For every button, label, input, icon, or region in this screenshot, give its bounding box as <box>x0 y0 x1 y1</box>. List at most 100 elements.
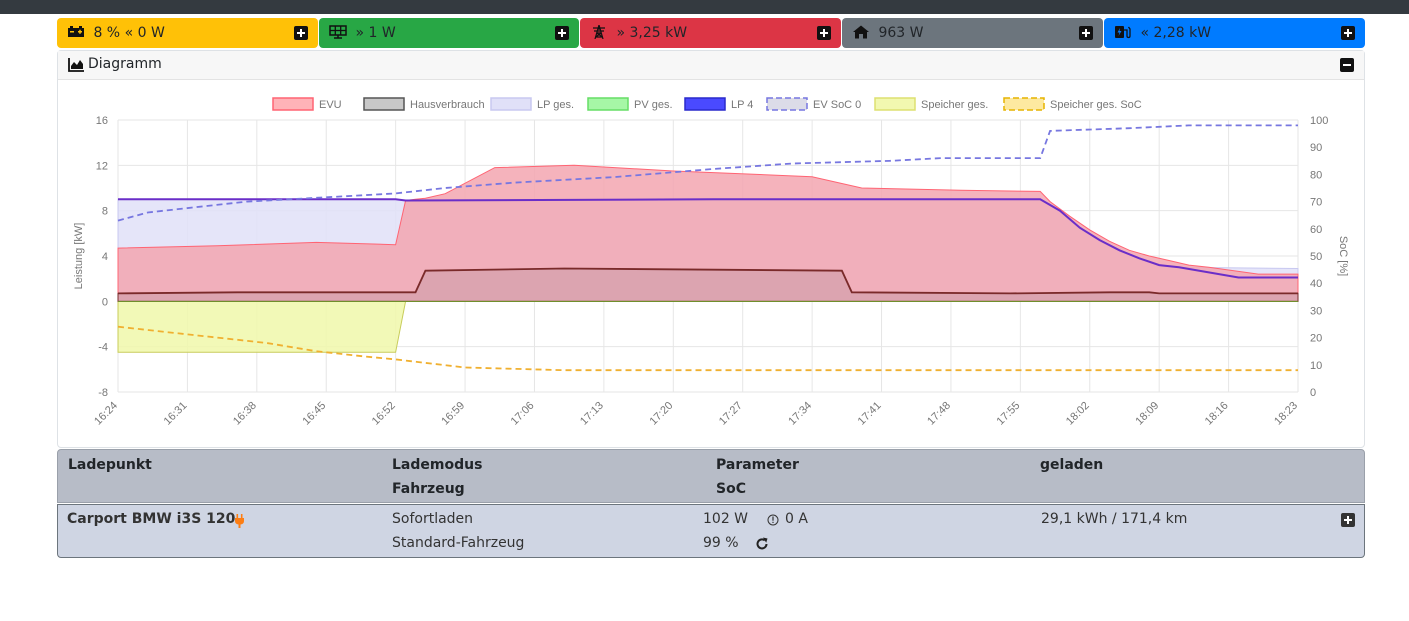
diagram-title: Diagramm <box>88 56 162 72</box>
pv-direction-arrow: » <box>355 25 365 41</box>
expand-plus-icon[interactable] <box>1341 26 1355 40</box>
grid-status-tile[interactable]: » 3,25 kW <box>580 18 841 48</box>
legend-label: PV ges. <box>634 99 673 111</box>
legend-label: Hausverbrauch <box>410 99 485 111</box>
soc-tick-label: 80 <box>1310 169 1322 181</box>
x-tick-label: 17:13 <box>578 400 606 428</box>
top-navbar <box>0 0 1409 14</box>
power-tower-icon <box>593 25 605 39</box>
x-tick-label: 16:52 <box>370 400 398 428</box>
charged-energy: 29,1 kWh / 171,4 km <box>1041 511 1188 527</box>
x-tick-label: 16:24 <box>92 400 120 428</box>
battery-soc: 8 % <box>93 25 121 41</box>
y-tick-label: 0 <box>102 296 108 308</box>
area-chart-icon <box>68 58 84 72</box>
storage-soc-line <box>117 325 1298 372</box>
legend-swatch <box>587 97 629 111</box>
legend-label: Speicher ges. SoC <box>1050 99 1142 111</box>
battery-status-tile[interactable]: 8 % « 0 W <box>57 18 318 48</box>
x-tick-label: 16:31 <box>162 400 190 428</box>
legend-label: EV SoC 0 <box>813 99 861 111</box>
house-line <box>117 267 1298 295</box>
charging-power: 2,28 kW <box>1153 25 1212 41</box>
header-ladepunkt: Ladepunkt <box>68 457 152 473</box>
header-fahrzeug: Fahrzeug <box>392 481 465 497</box>
charge-point-table-header: Ladepunkt Lademodus Fahrzeug Parameter S… <box>57 449 1365 503</box>
x-tick-label: 17:34 <box>786 400 814 428</box>
vehicle-soc: 99 % <box>703 535 739 551</box>
x-tick-label: 16:38 <box>231 400 259 428</box>
x-tick-label: 18:02 <box>1064 400 1092 428</box>
x-tick-label: 18:23 <box>1272 400 1300 428</box>
soc-tick-label: 20 <box>1310 333 1322 345</box>
vehicle-name[interactable]: Standard-Fahrzeug <box>392 535 525 551</box>
plug-icon <box>235 514 244 528</box>
info-circle-icon <box>767 514 779 526</box>
charge-mode[interactable]: Sofortladen <box>392 511 474 527</box>
legend-swatch <box>874 97 916 111</box>
legend-swatch <box>684 97 726 111</box>
charge-point-row[interactable]: Carport BMW i3S 120 Sofortladen Standard… <box>57 504 1365 558</box>
ev-soc-line <box>117 124 1298 222</box>
x-tick-label: 17:55 <box>995 400 1023 428</box>
battery-icon <box>68 26 84 37</box>
diagram-card-header[interactable]: Diagramm <box>58 51 1364 80</box>
soc-tick-label: 30 <box>1310 305 1322 317</box>
x-tick-label: 18:16 <box>1203 400 1231 428</box>
pv-status-tile[interactable]: » 1 W <box>319 18 579 48</box>
x-tick-label: 17:20 <box>647 400 675 428</box>
soc-tick-label: 0 <box>1310 387 1316 399</box>
y-tick-label: 16 <box>96 115 108 127</box>
charge-point-name: Carport BMW i3S 120 <box>67 511 236 527</box>
y-tick-label: -4 <box>98 342 108 354</box>
house-icon <box>853 25 869 39</box>
collapse-minus-icon[interactable] <box>1340 58 1354 72</box>
charging-direction-arrow: « <box>1140 25 1150 41</box>
soc-tick-label: 90 <box>1310 142 1322 154</box>
legend-swatch <box>1003 97 1045 111</box>
charge-current: 0 A <box>785 511 808 527</box>
x-tick-label: 16:45 <box>300 400 328 428</box>
legend-label: LP ges. <box>537 99 574 111</box>
soc-tick-label: 100 <box>1310 115 1328 127</box>
legend-swatch <box>490 97 532 111</box>
header-soc: SoC <box>716 481 746 497</box>
expand-plus-icon[interactable] <box>294 26 308 40</box>
header-geladen: geladen <box>1040 457 1104 473</box>
soc-tick-label: 60 <box>1310 224 1322 236</box>
expand-plus-icon[interactable] <box>555 26 569 40</box>
refresh-icon[interactable] <box>755 537 769 551</box>
x-tick-label: 17:27 <box>717 400 745 428</box>
y-tick-label: 8 <box>102 206 108 218</box>
soc-tick-label: 70 <box>1310 197 1322 209</box>
x-tick-label: 16:59 <box>439 400 467 428</box>
battery-direction-arrow: « <box>124 25 134 41</box>
house-status-tile[interactable]: 963 W <box>842 18 1103 48</box>
legend-swatch <box>272 97 314 111</box>
x-tick-label: 18:09 <box>1133 400 1161 428</box>
legend-swatch <box>766 97 808 111</box>
diagram-card: Diagramm 16 12 8 4 0 -4 -8 16:24 16:31 16:38 16:45… <box>57 50 1365 448</box>
x-tick-label: 17:06 <box>509 400 537 428</box>
soc-tick-label: 50 <box>1310 251 1322 263</box>
soc-tick-label: 10 <box>1310 360 1322 372</box>
x-tick-label: 17:41 <box>856 400 884 428</box>
battery-power: 0 W <box>137 25 165 41</box>
expand-plus-icon[interactable] <box>817 26 831 40</box>
charging-status-tile[interactable]: « 2,28 kW <box>1104 18 1365 48</box>
expand-plus-icon[interactable] <box>1341 513 1355 527</box>
house-power: 963 W <box>878 25 924 41</box>
y-tick-label: -8 <box>98 387 108 399</box>
charging-station-icon <box>1115 26 1131 39</box>
soc-tick-label: 40 <box>1310 278 1322 290</box>
header-parameter: Parameter <box>716 457 799 473</box>
legend-label: LP 4 <box>731 99 753 111</box>
header-lademodus: Lademodus <box>392 457 483 473</box>
lp4-line <box>118 198 1298 279</box>
expand-plus-icon[interactable] <box>1079 26 1093 40</box>
soc-axis-title: SoC [%] <box>1337 236 1349 276</box>
legend-swatch <box>363 97 405 111</box>
legend-label: Speicher ges. <box>921 99 988 111</box>
solar-panel-icon <box>329 25 347 39</box>
